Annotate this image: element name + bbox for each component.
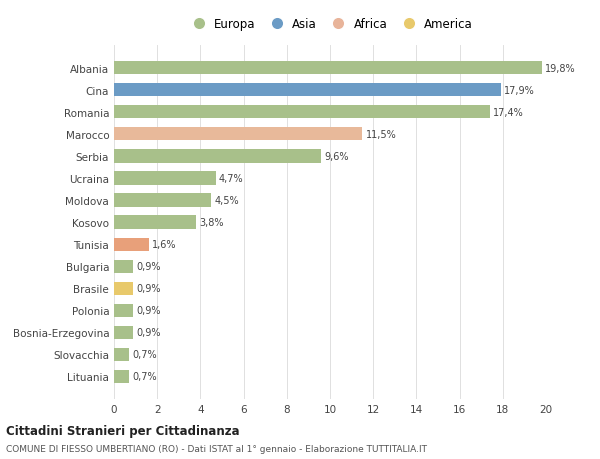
Text: 17,9%: 17,9% [504, 85, 535, 95]
Bar [114, 282, 133, 295]
Bar [114, 62, 542, 75]
Bar [114, 348, 129, 361]
Text: 0,9%: 0,9% [137, 328, 161, 338]
Bar [114, 172, 215, 185]
Bar [114, 326, 133, 339]
Bar [114, 304, 133, 317]
Bar [114, 370, 129, 383]
Bar [114, 216, 196, 229]
Text: 0,7%: 0,7% [133, 350, 157, 360]
Bar [114, 260, 133, 273]
Bar [114, 194, 211, 207]
Text: 3,8%: 3,8% [199, 218, 224, 228]
Text: Cittadini Stranieri per Cittadinanza: Cittadini Stranieri per Cittadinanza [6, 424, 239, 437]
Text: 0,9%: 0,9% [137, 284, 161, 294]
Text: 4,7%: 4,7% [219, 174, 244, 184]
Text: 19,8%: 19,8% [545, 64, 575, 73]
Text: 0,7%: 0,7% [133, 372, 157, 381]
Bar [114, 106, 490, 119]
Text: 9,6%: 9,6% [325, 151, 349, 162]
Text: 0,9%: 0,9% [137, 262, 161, 272]
Text: 0,9%: 0,9% [137, 306, 161, 316]
Text: 11,5%: 11,5% [365, 129, 397, 140]
Bar [114, 238, 149, 251]
Bar [114, 128, 362, 141]
Bar [114, 150, 322, 163]
Text: 17,4%: 17,4% [493, 107, 524, 118]
Text: 1,6%: 1,6% [152, 240, 176, 250]
Text: COMUNE DI FIESSO UMBERTIANO (RO) - Dati ISTAT al 1° gennaio - Elaborazione TUTTI: COMUNE DI FIESSO UMBERTIANO (RO) - Dati … [6, 444, 427, 453]
Bar [114, 84, 500, 97]
Legend: Europa, Asia, Africa, America: Europa, Asia, Africa, America [182, 13, 478, 35]
Text: 4,5%: 4,5% [214, 196, 239, 206]
